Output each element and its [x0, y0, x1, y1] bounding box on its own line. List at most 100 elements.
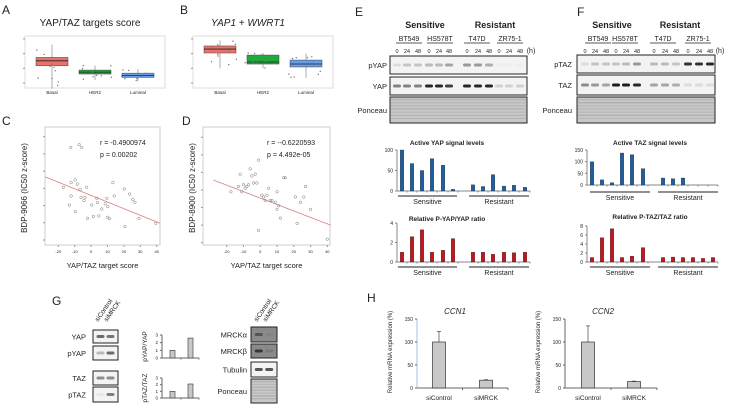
y-tick-label: 100	[405, 340, 414, 346]
blot-frame	[250, 378, 278, 404]
x-axis-label: YAP/TAZ target score	[67, 261, 139, 270]
bar	[701, 258, 705, 263]
protein-band	[505, 84, 513, 88]
data-point	[250, 174, 254, 178]
blot-label: pYAP	[67, 349, 86, 358]
data-point	[260, 193, 264, 197]
bar	[590, 257, 594, 263]
bar	[661, 177, 665, 186]
protein-band	[622, 83, 630, 87]
data-point	[235, 58, 238, 60]
bar	[471, 252, 475, 263]
blot-label: pTAZ	[68, 391, 86, 400]
blot-label: TAZ	[558, 81, 572, 90]
panel-label-C: C	[2, 114, 11, 128]
blot-frame	[92, 370, 119, 386]
bar	[671, 178, 675, 186]
y-tick-label: 50	[387, 169, 393, 175]
protein-band	[435, 63, 443, 67]
bar	[169, 350, 176, 359]
protein-band	[463, 84, 471, 88]
protein-band	[684, 62, 692, 66]
protein-band	[485, 63, 493, 67]
data-point	[61, 185, 65, 189]
bar	[620, 257, 624, 263]
data-point	[105, 196, 109, 200]
panel-label-H: H	[367, 291, 376, 305]
data-point	[131, 76, 134, 78]
data-point	[110, 65, 112, 67]
bar	[481, 186, 485, 192]
x-tick-label: 10	[105, 249, 110, 254]
data-point	[268, 56, 271, 58]
protein-band	[706, 83, 714, 87]
chart-title: YAP/TAZ targets score	[40, 18, 141, 29]
x-tick-label: 20	[292, 249, 297, 254]
group-label: Resistant	[475, 20, 516, 30]
data-point	[255, 62, 258, 64]
x-tick-label: -20	[224, 249, 231, 254]
data-point	[56, 84, 59, 87]
data-point	[251, 181, 256, 185]
protein-band	[612, 62, 620, 66]
data-point	[306, 57, 309, 59]
protein-band	[265, 368, 274, 371]
data-point	[112, 194, 116, 198]
x-tick-label: -20	[55, 249, 62, 254]
data-point	[50, 63, 53, 65]
data-point	[100, 75, 102, 77]
data-point	[232, 40, 234, 42]
data-point	[49, 65, 51, 68]
x-tick-label: 10	[275, 249, 280, 254]
data-point	[82, 64, 84, 67]
group-label: Resistant	[673, 270, 702, 277]
cell-line-label: HS578T	[427, 36, 453, 43]
data-point	[243, 186, 247, 190]
data-point	[210, 60, 213, 63]
data-point	[277, 204, 281, 208]
hour-label: 0	[652, 49, 655, 55]
y-tick-label: 100	[553, 340, 562, 346]
protein-band	[650, 62, 658, 66]
bar	[491, 174, 495, 192]
data-point	[275, 207, 279, 211]
hour-label: 24	[436, 49, 442, 55]
bar	[523, 187, 527, 192]
bar	[420, 229, 424, 263]
group-label: Resistant	[660, 20, 701, 30]
data-point	[73, 210, 77, 214]
blot-label: YAP	[373, 82, 387, 91]
bar	[610, 182, 614, 186]
bar	[691, 257, 695, 263]
bar	[661, 257, 665, 263]
western-blot-F: Sensitive Resistant BT549 HS578T T47D ZR75-1 0…	[542, 20, 724, 124]
group-label: Resistant	[673, 195, 702, 202]
protein-band	[106, 335, 115, 338]
data-point	[53, 66, 55, 69]
bar	[600, 237, 604, 263]
bar	[681, 177, 685, 186]
bar	[641, 168, 645, 186]
y-tick-label: 0	[580, 183, 583, 189]
bar	[410, 163, 414, 192]
group-label: Sensitive	[592, 20, 632, 30]
data-point	[319, 70, 321, 73]
ponceau-stain-band	[578, 99, 714, 101]
y-tick-label: 1	[155, 389, 158, 394]
group-label: Sensitive	[606, 270, 635, 277]
data-point	[111, 181, 115, 185]
bar	[610, 228, 614, 263]
protein-band	[403, 63, 411, 67]
blot-label: TAZ	[72, 374, 86, 383]
data-point	[51, 77, 53, 80]
y-tick-label: 150	[553, 317, 562, 323]
protein-band	[96, 393, 105, 396]
chart-title: Relative P-TAZ/TAZ ratio	[612, 214, 687, 221]
y-tick-label: 1	[155, 348, 158, 353]
y-tick-label: 0	[390, 189, 393, 195]
blot-frame	[576, 96, 716, 124]
bar	[430, 158, 434, 192]
x-tick-label: 30	[138, 249, 143, 254]
protein-band	[265, 333, 274, 336]
protein-band	[516, 64, 524, 67]
